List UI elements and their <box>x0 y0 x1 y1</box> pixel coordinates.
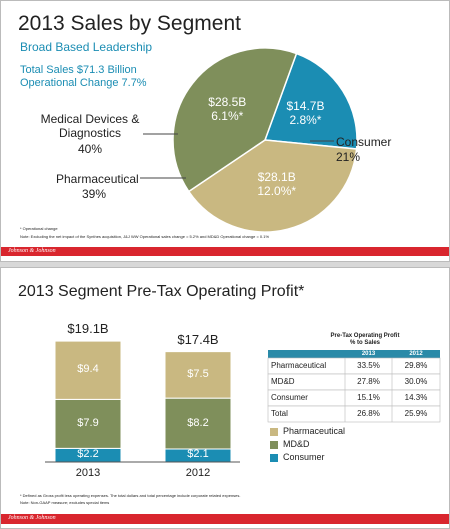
pie-value-label: 39% <box>82 187 107 201</box>
x-category-label: 2012 <box>185 467 211 479</box>
legend-label: MD&D <box>283 439 310 449</box>
table-title: Pre-Tax Operating Profit <box>330 333 400 339</box>
subtitle: Broad Based Leadership <box>20 40 153 54</box>
x-category-label: 2013 <box>75 467 101 479</box>
total-sales: Total Sales $71.3 Billion <box>20 64 137 76</box>
table-cell: 15.1% <box>357 393 380 402</box>
pie-value-label: 40% <box>77 142 103 156</box>
table-cell: 29.8% <box>404 361 428 370</box>
table-header: 2012 <box>409 351 423 357</box>
table-cell: Pharmaceutical <box>271 361 327 370</box>
slice-label: $14.7B <box>286 98 325 113</box>
legend-swatch <box>270 441 278 449</box>
logo: Johnson & Johnson <box>8 515 56 521</box>
bar-value-label: $7.5 <box>187 367 209 380</box>
table-cell: 14.3% <box>404 393 428 402</box>
pie-slice <box>187 139 358 233</box>
slice-label: $28.5B <box>208 94 247 109</box>
bar-segment <box>164 351 232 399</box>
bar-value-label: $7.9 <box>77 416 99 429</box>
table-subtitle: % to Sales <box>349 340 380 346</box>
footnote: * Defined as Gross profit less operating… <box>20 493 241 498</box>
bar-segment <box>54 340 122 400</box>
pie-value-label: 21% <box>336 150 361 164</box>
title: 2013 Sales by Segment <box>18 12 241 35</box>
slice-sublabel: 2.8%* <box>289 112 322 127</box>
table-cell: MD&D <box>271 377 295 386</box>
footnote: * Operational change <box>20 226 58 231</box>
legend-label: Consumer <box>283 452 325 462</box>
legend-label: Pharmaceutical <box>283 426 346 436</box>
bar-total-label: $17.4B <box>177 331 219 347</box>
note: Note: Non-GAAP measure; excludes special… <box>20 500 110 505</box>
pie-slice <box>172 47 298 193</box>
table-cell: 27.8% <box>357 377 380 386</box>
table-row <box>267 405 441 423</box>
pie-category-label: Consumer <box>336 135 392 149</box>
bar-value-label: $8.2 <box>187 416 209 429</box>
table-cell: 30.0% <box>404 377 428 386</box>
legend-swatch <box>270 454 278 462</box>
title: 2013 Segment Pre-Tax Operating Profit* <box>18 283 305 300</box>
pie-category-label: Pharmaceutical <box>56 172 139 186</box>
slice-sublabel: 6.1%* <box>211 108 244 123</box>
bar-value-label: $9.4 <box>77 363 99 376</box>
pie-category-label: Medical Devices & Diagnostics <box>40 112 140 140</box>
slice-label: $28.1B <box>257 170 296 185</box>
table-cell: 26.8% <box>357 409 380 418</box>
operational-change: Operational Change 7.7% <box>20 77 147 89</box>
slice-sublabel: 12.0%* <box>257 184 297 199</box>
bar-value-label: $2.1 <box>187 448 209 461</box>
table-cell: 33.5% <box>357 361 380 370</box>
table-cell: Consumer <box>271 393 308 402</box>
legend-swatch <box>270 428 278 436</box>
table-cell: Total <box>271 409 288 418</box>
note: Note: Excluding the net impact of the Sy… <box>20 234 270 239</box>
table-header-bg <box>268 350 440 358</box>
table-cell: 25.9% <box>404 409 428 418</box>
red-band <box>1 514 449 524</box>
bar-value-label: $2.2 <box>77 448 99 461</box>
table-header: 2013 <box>361 351 376 357</box>
bar-total-label: $19.1B <box>67 321 109 337</box>
red-band <box>1 247 449 256</box>
logo: Johnson & Johnson <box>8 248 56 254</box>
